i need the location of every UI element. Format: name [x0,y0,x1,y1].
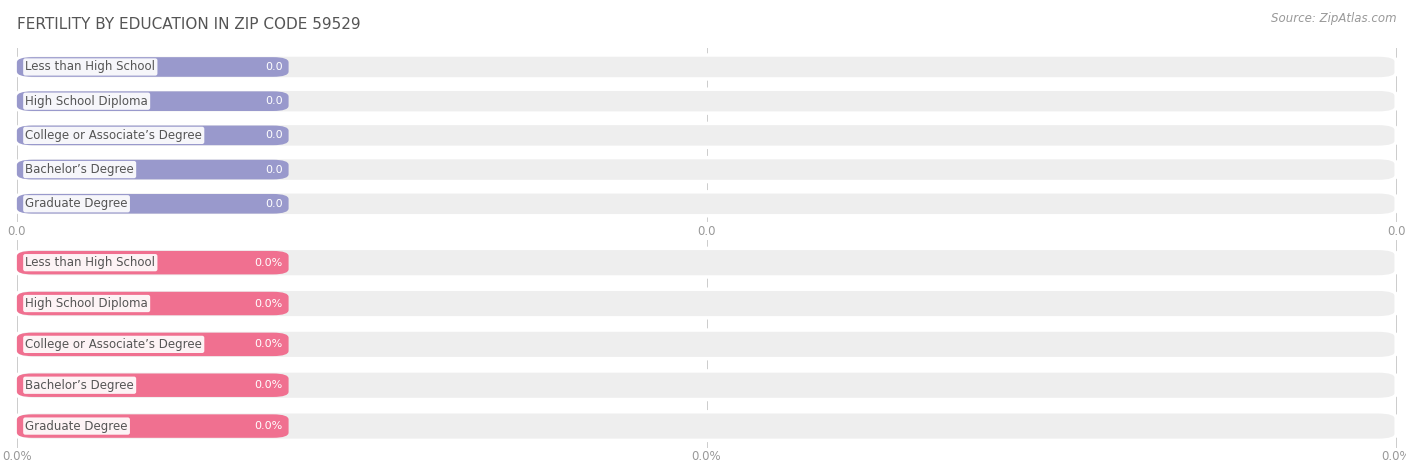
FancyBboxPatch shape [17,125,288,145]
Text: College or Associate’s Degree: College or Associate’s Degree [25,129,202,142]
FancyBboxPatch shape [17,412,1396,440]
FancyBboxPatch shape [17,57,288,77]
FancyBboxPatch shape [17,373,288,397]
FancyBboxPatch shape [17,55,1396,79]
FancyBboxPatch shape [17,248,1396,277]
Text: 0.0: 0.0 [266,62,283,72]
FancyBboxPatch shape [17,292,288,315]
Text: 0.0%: 0.0% [1381,450,1406,463]
Text: 0.0%: 0.0% [254,380,283,390]
Text: 0.0: 0.0 [697,225,716,238]
Text: 0.0%: 0.0% [254,257,283,268]
FancyBboxPatch shape [17,192,1396,216]
FancyBboxPatch shape [17,91,288,111]
Text: Graduate Degree: Graduate Degree [25,419,128,433]
FancyBboxPatch shape [17,158,1396,181]
FancyBboxPatch shape [17,332,288,356]
FancyBboxPatch shape [17,414,288,438]
Text: 0.0: 0.0 [266,130,283,141]
Text: Graduate Degree: Graduate Degree [25,197,128,210]
Text: 0.0%: 0.0% [254,339,283,350]
Text: 0.0%: 0.0% [254,298,283,309]
Text: Source: ZipAtlas.com: Source: ZipAtlas.com [1271,12,1396,25]
Text: 0.0%: 0.0% [1,450,32,463]
FancyBboxPatch shape [17,289,1396,318]
Text: 0.0: 0.0 [266,164,283,175]
FancyBboxPatch shape [17,371,1396,399]
Text: 0.0%: 0.0% [254,421,283,431]
Text: Bachelor’s Degree: Bachelor’s Degree [25,163,134,176]
Text: High School Diploma: High School Diploma [25,297,148,310]
FancyBboxPatch shape [17,330,1396,359]
Text: 0.0: 0.0 [1386,225,1406,238]
Text: 0.0: 0.0 [266,199,283,209]
FancyBboxPatch shape [17,89,1396,113]
Text: 0.0: 0.0 [266,96,283,106]
Text: Less than High School: Less than High School [25,60,155,74]
Text: FERTILITY BY EDUCATION IN ZIP CODE 59529: FERTILITY BY EDUCATION IN ZIP CODE 59529 [17,17,360,32]
Text: Bachelor’s Degree: Bachelor’s Degree [25,379,134,392]
Text: College or Associate’s Degree: College or Associate’s Degree [25,338,202,351]
Text: 0.0%: 0.0% [692,450,721,463]
FancyBboxPatch shape [17,124,1396,147]
Text: 0.0: 0.0 [7,225,27,238]
Text: High School Diploma: High School Diploma [25,95,148,108]
Text: Less than High School: Less than High School [25,256,155,269]
FancyBboxPatch shape [17,251,288,275]
FancyBboxPatch shape [17,160,288,180]
FancyBboxPatch shape [17,194,288,214]
